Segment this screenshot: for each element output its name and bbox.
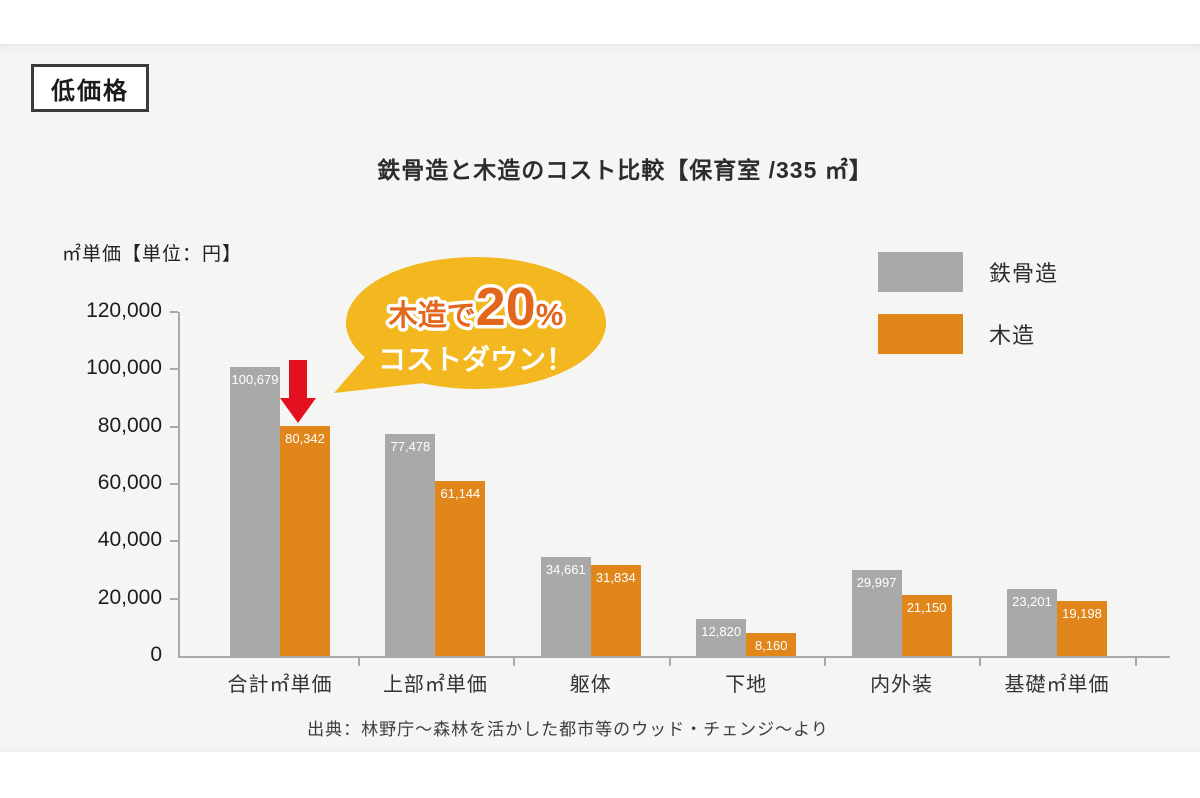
bubble-body [346,257,606,389]
bar-木造-下地 [746,632,797,656]
x-category-label: 躯体 [569,674,612,696]
bar-value-label: 80,342 [285,430,325,446]
bar-value-label: 29,997 [856,575,897,590]
y-tick-mark [170,540,178,543]
bar-木造-上部㎡単価 [435,480,486,656]
y-tick-label: 120,000 [86,299,162,322]
bar-木造-基礎㎡単価 [1057,600,1107,656]
bubble-tail [334,349,424,393]
legend-swatch-steel [878,252,963,292]
bar-value-label: 77,478 [390,438,431,454]
bar-鉄骨造-合計㎡単価 [230,367,280,656]
x-category-label: 上部㎡単価 [382,674,488,696]
bar-鉄骨造-下地 [696,619,747,656]
x-tick-mark [668,658,671,666]
callout-line2: コストダウン！ [378,343,574,375]
y-tick-mark [170,597,178,600]
plot-area: 100,679 77,478 34,661 12,820 29,997 23,201 80,… [178,312,1170,696]
bar-鉄骨造-上部㎡単価 [385,433,436,656]
bar-value-label: 31,834 [595,569,636,585]
y-tick-mark [170,311,178,313]
bar-value-label: 12,820 [701,624,742,640]
bar-鉄骨造-内外装 [851,570,902,656]
bar-鉄骨造-基礎㎡単価 [1007,589,1057,656]
y-tick-mark [170,368,178,371]
bar-木造-内外装 [901,595,952,656]
bar-木造-躯体 [590,564,641,656]
red-down-arrow-icon [280,360,316,423]
x-category-label: 下地 [725,674,768,696]
y-tick-label: 40,000 [97,528,162,552]
y-tick-label: 60,000 [97,471,162,494]
bar-木造-合計㎡単価 [280,425,330,656]
x-tick-mark [357,658,360,666]
y-tick-label: 20,000 [97,585,162,609]
y-tick-mark [170,425,178,428]
y-tick-label: 80,000 [97,413,162,437]
x-tick-mark [823,658,826,666]
x-category-label: 合計㎡単価 [227,674,333,696]
cost-down-callout-bubble: 木造で20% コストダウン！ [334,257,606,393]
source-note: 出典：林野庁〜森林を活かした都市等のウッド・チェンジ〜より [307,720,829,739]
y-tick-mark [170,483,178,485]
y-axis-unit-label: ㎡単価【単位：円】 [62,244,243,265]
x-category-label: 内外装 [870,674,934,696]
bar-鉄骨造-躯体 [540,556,591,656]
x-category-label: 基礎㎡単価 [1004,674,1110,696]
price-badge-label: 低価格 [51,77,129,105]
callout-line1: 木造で20% [388,277,564,337]
bar-value-label: 34,661 [545,561,586,577]
x-tick-mark [1134,658,1137,666]
y-tick-label: 100,000 [86,356,162,380]
legend-item-steel: 鉄骨造 [878,252,1058,292]
x-tick-mark [979,658,982,666]
callout-number: 20 [476,277,536,337]
legend-label-steel: 鉄骨造 [989,261,1059,286]
callout-percent: % [536,297,564,332]
bar-value-label: 19,198 [1062,605,1102,621]
bar-value-label: 23,201 [1012,594,1052,610]
bar-value-label: 61,144 [440,485,481,501]
legend-swatch-wood [878,314,963,354]
chart-title: 鉄骨造と木造のコスト比較【保育室 /335 ㎡】 [377,157,873,183]
bar-value-label: 21,150 [906,600,947,616]
callout-prefix: 木造で [388,299,476,332]
y-tick-label: 0 [150,643,162,666]
x-tick-mark [513,658,516,666]
bar-value-label: 8,160 [754,637,788,653]
legend-label-wood: 木造 [989,323,1036,348]
legend-item-wood: 木造 [878,314,1035,354]
price-badge: 低価格 [31,64,149,112]
bar-value-label: 100,679 [231,372,279,388]
